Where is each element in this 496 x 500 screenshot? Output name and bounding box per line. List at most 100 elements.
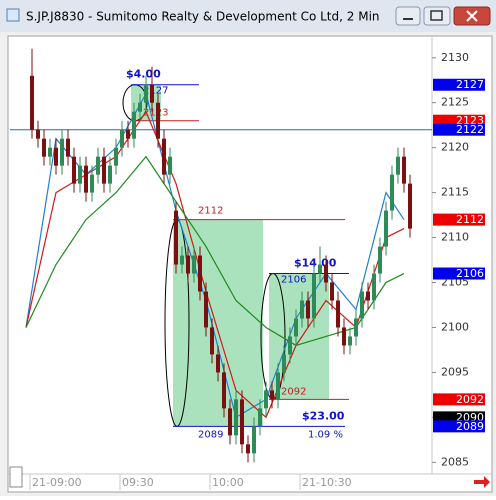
price-marker-label: 2106 xyxy=(456,267,484,280)
scroll-box[interactable] xyxy=(9,466,23,488)
y-tick-label: 2125 xyxy=(441,96,469,109)
range-change-label: $14.00 xyxy=(294,257,337,270)
candle-body xyxy=(384,210,388,247)
candle-body xyxy=(324,264,328,283)
candle-body xyxy=(102,156,106,184)
price-marker-label: 2089 xyxy=(456,420,484,433)
price-marker-label: 2127 xyxy=(456,78,484,91)
candle-body xyxy=(126,129,130,139)
candle-body xyxy=(246,444,250,454)
candle-body xyxy=(84,165,88,193)
candle-body xyxy=(174,210,178,265)
candle-body xyxy=(306,300,310,319)
moving-average xyxy=(25,92,405,419)
candle-body xyxy=(318,264,322,274)
candle-body xyxy=(372,273,376,301)
y-tick-label: 2110 xyxy=(441,231,469,244)
x-tick-label: 09:30 xyxy=(122,476,154,489)
candle-body xyxy=(132,111,136,139)
candle-body xyxy=(186,255,190,274)
candle-body xyxy=(270,390,274,400)
candle-body xyxy=(408,183,412,229)
candle-body xyxy=(30,75,34,130)
candle-body xyxy=(348,336,352,346)
range-high-label: 2106 xyxy=(281,275,306,286)
candle-body xyxy=(354,318,358,337)
candle-body xyxy=(210,327,214,355)
candle-body xyxy=(288,336,292,355)
candle-body xyxy=(192,255,196,274)
candle-body xyxy=(300,300,304,319)
range-change-label: $4.00 xyxy=(126,68,161,81)
price-marker xyxy=(433,393,485,406)
candle-body xyxy=(36,129,40,139)
range-percent-label: 1.09 % xyxy=(308,429,343,440)
candle-body xyxy=(168,156,172,175)
candle-body xyxy=(108,165,112,184)
candle-body xyxy=(114,147,118,166)
candle-body xyxy=(42,138,46,157)
candle-body xyxy=(204,291,208,328)
candle-body xyxy=(60,138,64,166)
candle-body xyxy=(48,147,52,157)
candle-body xyxy=(336,300,340,328)
maximize-button[interactable] xyxy=(423,6,451,26)
x-tick-label: 21-09:00 xyxy=(32,476,82,489)
price-marker xyxy=(433,213,485,226)
candle-body xyxy=(240,399,244,445)
candle-body xyxy=(216,354,220,373)
y-tick-label: 2115 xyxy=(441,186,469,199)
candle-body xyxy=(360,291,364,319)
y-tick-label: 2120 xyxy=(441,141,469,154)
price-marker xyxy=(433,123,485,136)
range-box xyxy=(173,219,263,427)
candle-body xyxy=(396,156,400,175)
candle-body xyxy=(78,165,82,184)
minimize-button[interactable] xyxy=(395,6,421,26)
candle-body xyxy=(378,246,382,274)
price-marker-label: 2092 xyxy=(456,393,484,406)
candle-body xyxy=(366,291,370,301)
candle-body xyxy=(198,255,202,292)
candle-body xyxy=(144,84,148,103)
candle-body xyxy=(96,156,100,175)
candle-body xyxy=(390,174,394,211)
range-high-label: 2112 xyxy=(198,206,223,217)
candle-body xyxy=(402,156,406,184)
y-tick-label: 2130 xyxy=(441,51,469,64)
candle-body xyxy=(54,147,58,166)
candle-body xyxy=(276,372,280,400)
range-high-label: 2127 xyxy=(143,86,168,97)
price-marker xyxy=(433,420,485,433)
y-tick-label: 2085 xyxy=(441,455,469,468)
candle-body xyxy=(228,408,232,436)
range-low-label: 2123 xyxy=(143,108,168,119)
candle-body xyxy=(90,174,94,193)
range-low-label: 2092 xyxy=(281,386,306,397)
candle-body xyxy=(222,372,226,409)
y-tick-label: 2095 xyxy=(441,365,469,378)
price-marker-label: 2122 xyxy=(456,123,484,136)
candle-body xyxy=(66,138,70,157)
candle-body xyxy=(312,273,316,319)
candle-body xyxy=(258,408,262,427)
candle-body xyxy=(72,156,76,184)
candle-body xyxy=(138,102,142,112)
candle-body xyxy=(180,255,184,265)
price-marker-label: 2112 xyxy=(456,213,484,226)
candle-body xyxy=(330,282,334,301)
scroll-right-arrow[interactable] xyxy=(474,476,490,488)
candle-body xyxy=(252,426,256,454)
candle-body xyxy=(150,84,154,103)
window-title: S.JP.J8830 - Sumitomo Realty & Developme… xyxy=(26,10,380,24)
candle-body xyxy=(342,327,346,346)
moving-average xyxy=(25,155,405,347)
candle-body xyxy=(156,102,160,139)
x-tick-label: 21-10:30 xyxy=(302,476,352,489)
range-low-label: 2089 xyxy=(198,429,223,440)
candle-body xyxy=(234,399,238,436)
candle-body xyxy=(294,318,298,337)
candle-body xyxy=(120,129,124,148)
range-change-label: $23.00 xyxy=(302,409,345,422)
